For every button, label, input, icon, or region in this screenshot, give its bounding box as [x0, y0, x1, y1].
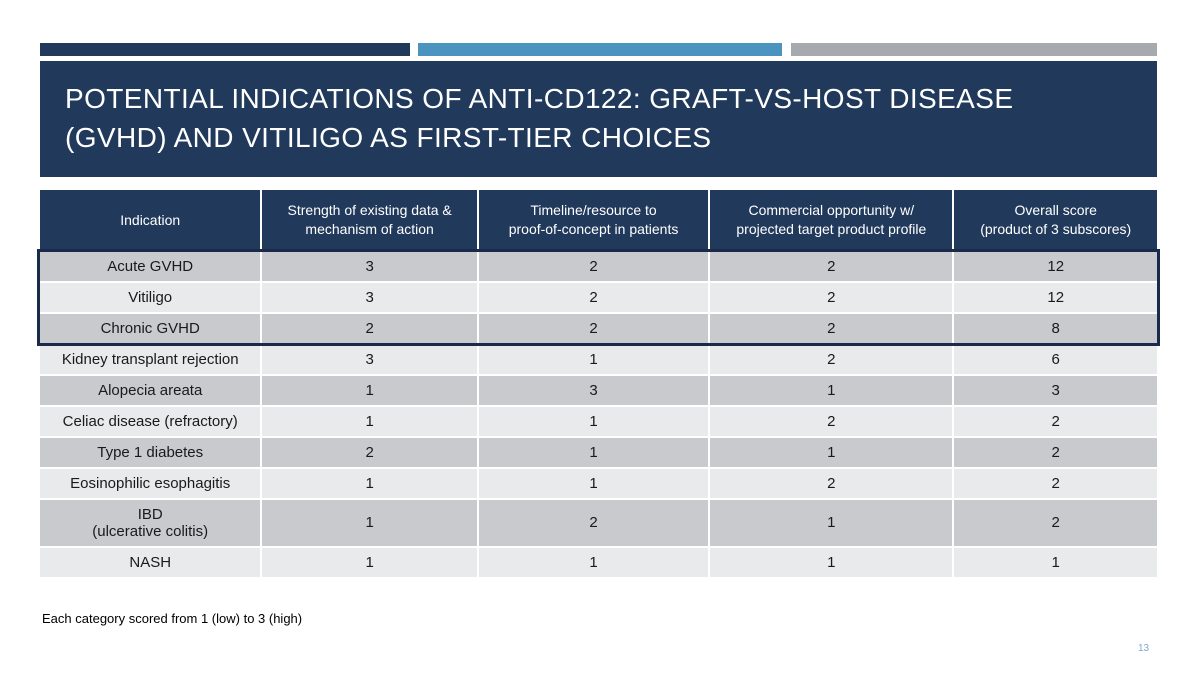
score-cell: 2: [710, 469, 953, 498]
score-cell: 8: [954, 314, 1157, 343]
score-cell: 2: [954, 500, 1157, 546]
score-cell: 1: [478, 345, 709, 374]
table-row-acute-gvhd: Acute GVHD 3 2 2 12: [40, 252, 1157, 281]
score-cell: 1: [262, 469, 477, 498]
indication-cell: Kidney transplant rejection: [40, 345, 261, 374]
score-cell: 1: [262, 407, 477, 436]
slide-title-line2: (GVHD) AND VITILIGO AS FIRST-TIER CHOICE…: [65, 122, 712, 153]
top-accent-bar-gray: [791, 43, 1157, 56]
top-accent-bar-blue: [418, 43, 782, 56]
score-cell: 2: [478, 314, 709, 343]
scoring-footnote: Each category scored from 1 (low) to 3 (…: [42, 611, 303, 626]
indication-cell: Chronic GVHD: [40, 314, 261, 343]
score-cell: 1: [954, 548, 1157, 577]
indication-cell: NASH: [40, 548, 261, 577]
table-row-celiac-disease: Celiac disease (refractory) 1 1 2 2: [40, 407, 1157, 436]
slide-title-line1: POTENTIAL INDICATIONS OF ANTI-CD122: GRA…: [65, 83, 1014, 115]
score-cell: 1: [478, 438, 709, 467]
score-cell: 2: [710, 252, 953, 281]
table-header-row: Indication Strength of existing data & m…: [40, 190, 1157, 250]
column-header-strength: Strength of existing data & mechanism of…: [262, 190, 477, 250]
column-header-indication: Indication: [40, 190, 261, 250]
indications-table: Indication Strength of existing data & m…: [40, 190, 1157, 577]
slide-title-block: POTENTIAL INDICATIONS OF ANTI-CD122: GRA…: [40, 61, 1157, 177]
score-cell: 3: [262, 252, 477, 281]
table-row-vitiligo: Vitiligo 3 2 2 12: [40, 283, 1157, 312]
table-row-type-1-diabetes: Type 1 diabetes 2 1 1 2: [40, 438, 1157, 467]
table-row-nash: NASH 1 1 1 1: [40, 548, 1157, 577]
indication-cell: Vitiligo: [40, 283, 261, 312]
score-cell: 1: [478, 407, 709, 436]
score-cell: 1: [710, 376, 953, 405]
table-row-kidney-transplant-rejection: Kidney transplant rejection 3 1 2 6: [40, 345, 1157, 374]
score-cell: 1: [262, 376, 477, 405]
column-header-overall-score: Overall score (product of 3 subscores): [954, 190, 1157, 250]
score-cell: 3: [262, 283, 477, 312]
score-cell: 6: [954, 345, 1157, 374]
column-header-timeline: Timeline/resource to proof-of-concept in…: [478, 190, 709, 250]
score-cell: 3: [262, 345, 477, 374]
score-cell: 2: [478, 283, 709, 312]
top-accent-bar-navy: [40, 43, 410, 56]
score-cell: 1: [478, 469, 709, 498]
score-cell: 1: [478, 548, 709, 577]
score-cell: 1: [710, 438, 953, 467]
score-cell: 2: [478, 500, 709, 546]
score-cell: 2: [710, 314, 953, 343]
score-cell: 2: [710, 345, 953, 374]
score-cell: 2: [710, 407, 953, 436]
score-cell: 1: [710, 500, 953, 546]
score-cell: 2: [478, 252, 709, 281]
indication-cell: IBD (ulcerative colitis): [40, 500, 261, 546]
page-number: 13: [1138, 643, 1150, 654]
score-cell: 2: [954, 407, 1157, 436]
score-cell: 1: [710, 548, 953, 577]
indication-cell: Celiac disease (refractory): [40, 407, 261, 436]
score-cell: 2: [262, 438, 477, 467]
indication-cell: Acute GVHD: [40, 252, 261, 281]
table-row-alopecia-areata: Alopecia areata 1 3 1 3: [40, 376, 1157, 405]
table-row-chronic-gvhd: Chronic GVHD 2 2 2 8: [40, 314, 1157, 343]
score-cell: 2: [954, 469, 1157, 498]
score-cell: 2: [954, 438, 1157, 467]
score-cell: 2: [710, 283, 953, 312]
indication-cell: Type 1 diabetes: [40, 438, 261, 467]
score-cell: 3: [478, 376, 709, 405]
score-cell: 1: [262, 500, 477, 546]
score-cell: 12: [954, 283, 1157, 312]
score-cell: 3: [954, 376, 1157, 405]
column-header-commercial: Commercial opportunity w/ projected targ…: [710, 190, 953, 250]
score-cell: 2: [262, 314, 477, 343]
table-row-ibd: IBD (ulcerative colitis) 1 2 1 2: [40, 500, 1157, 546]
score-cell: 1: [262, 548, 477, 577]
indication-cell: Alopecia areata: [40, 376, 261, 405]
indication-cell: Eosinophilic esophagitis: [40, 469, 261, 498]
table-row-eosinophilic-esophagitis: Eosinophilic esophagitis 1 1 2 2: [40, 469, 1157, 498]
score-cell: 12: [954, 252, 1157, 281]
